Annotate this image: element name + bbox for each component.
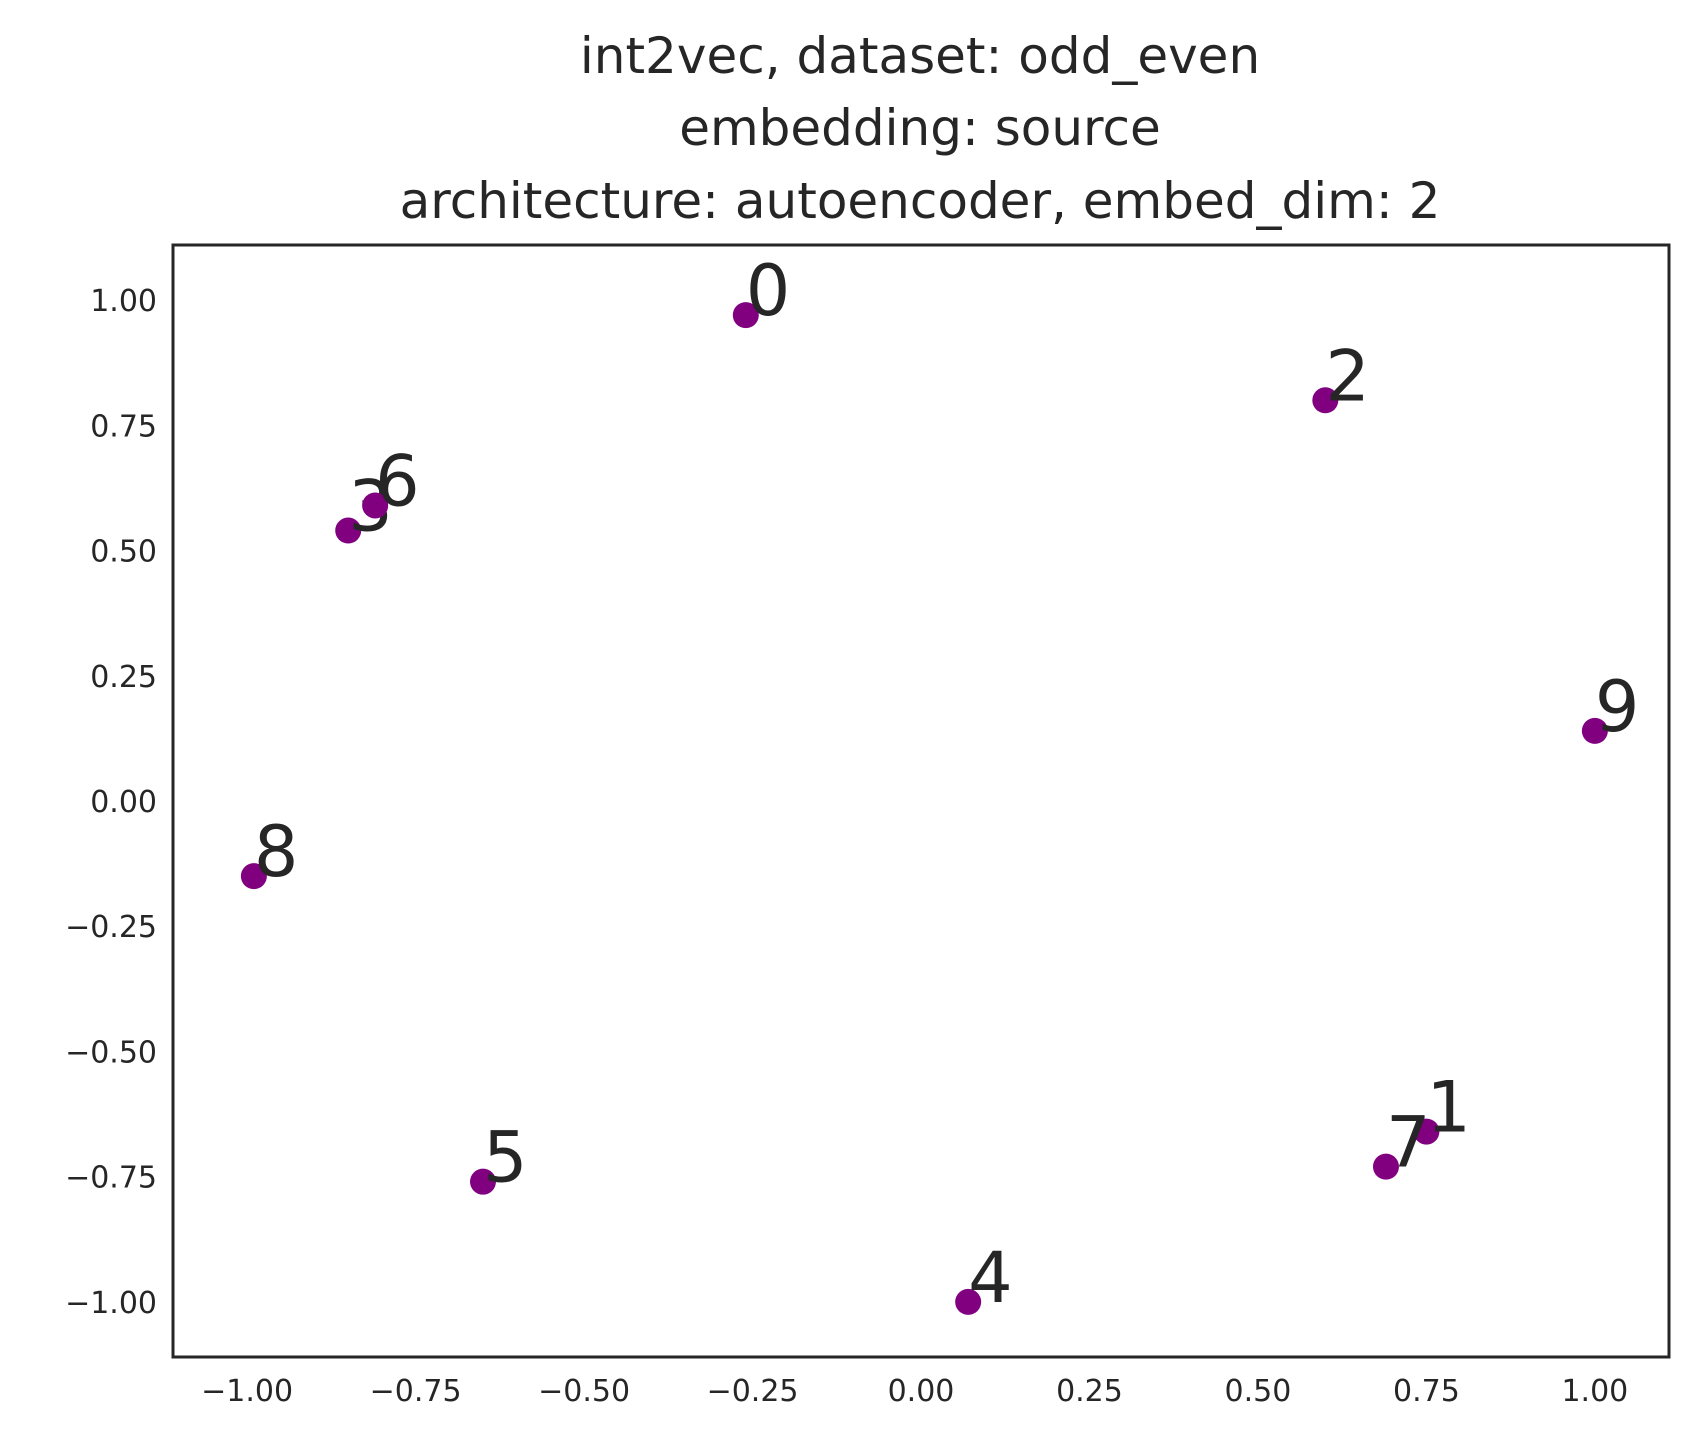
data-point-marker <box>732 302 759 329</box>
data-point-marker <box>469 1168 496 1195</box>
data-point-marker <box>1312 387 1339 414</box>
x-tick-label: −1.00 <box>201 1374 293 1409</box>
x-tick-label: 0.50 <box>1225 1374 1292 1409</box>
data-point-marker <box>1581 717 1608 744</box>
x-tick-label: 0.75 <box>1393 1374 1460 1409</box>
y-tick-label: 0.75 <box>90 409 157 444</box>
chart-title-line-3: architecture: autoencoder, embed_dim: 2 <box>400 172 1441 230</box>
chart-title-line-2: embedding: source <box>679 99 1161 157</box>
data-point-label: 6 <box>375 440 420 522</box>
y-tick-label: −0.75 <box>65 1161 157 1196</box>
data-points: 0123456789 <box>240 250 1640 1319</box>
y-axis-ticks: −1.00 −0.75 −0.50 −0.25 0.00 0.25 0.50 0.75 1.00 <box>65 284 157 1321</box>
data-point-label: 1 <box>1426 1067 1471 1149</box>
data-point-label: 2 <box>1325 335 1370 417</box>
data-point-marker <box>1413 1118 1440 1145</box>
data-point-label: 5 <box>483 1117 528 1199</box>
x-tick-label: 0.25 <box>1056 1374 1123 1409</box>
data-point-label: 7 <box>1386 1102 1431 1184</box>
y-tick-label: −0.25 <box>65 910 157 945</box>
data-point-label: 0 <box>746 250 791 332</box>
y-tick-label: −1.00 <box>65 1286 157 1321</box>
y-tick-label: 0.00 <box>90 785 157 820</box>
y-tick-label: 0.50 <box>90 535 157 570</box>
chart-title: int2vec, dataset: odd_even embedding: so… <box>400 27 1441 230</box>
plot-area-frame <box>171 243 1671 1359</box>
x-tick-label: 0.00 <box>888 1374 955 1409</box>
data-point-marker <box>1372 1153 1399 1180</box>
chart-title-line-1: int2vec, dataset: odd_even <box>580 27 1260 85</box>
data-point-marker <box>362 492 389 519</box>
data-point-marker <box>955 1288 982 1315</box>
x-tick-label: −0.25 <box>707 1374 799 1409</box>
y-tick-label: 0.25 <box>90 660 157 695</box>
x-tick-label: −0.75 <box>370 1374 462 1409</box>
x-axis-ticks: −1.00 −0.75 −0.50 −0.25 0.00 0.25 0.50 0.75 1.00 <box>201 1374 1628 1409</box>
y-tick-label: −0.50 <box>65 1035 157 1070</box>
data-point-marker <box>240 863 267 890</box>
x-tick-label: −0.50 <box>538 1374 630 1409</box>
data-point-marker <box>335 517 362 544</box>
data-point-label: 8 <box>254 811 299 893</box>
data-point-label: 9 <box>1595 666 1640 748</box>
x-tick-label: 1.00 <box>1561 1374 1628 1409</box>
y-tick-label: 1.00 <box>90 284 157 319</box>
data-point-label: 4 <box>968 1237 1013 1319</box>
